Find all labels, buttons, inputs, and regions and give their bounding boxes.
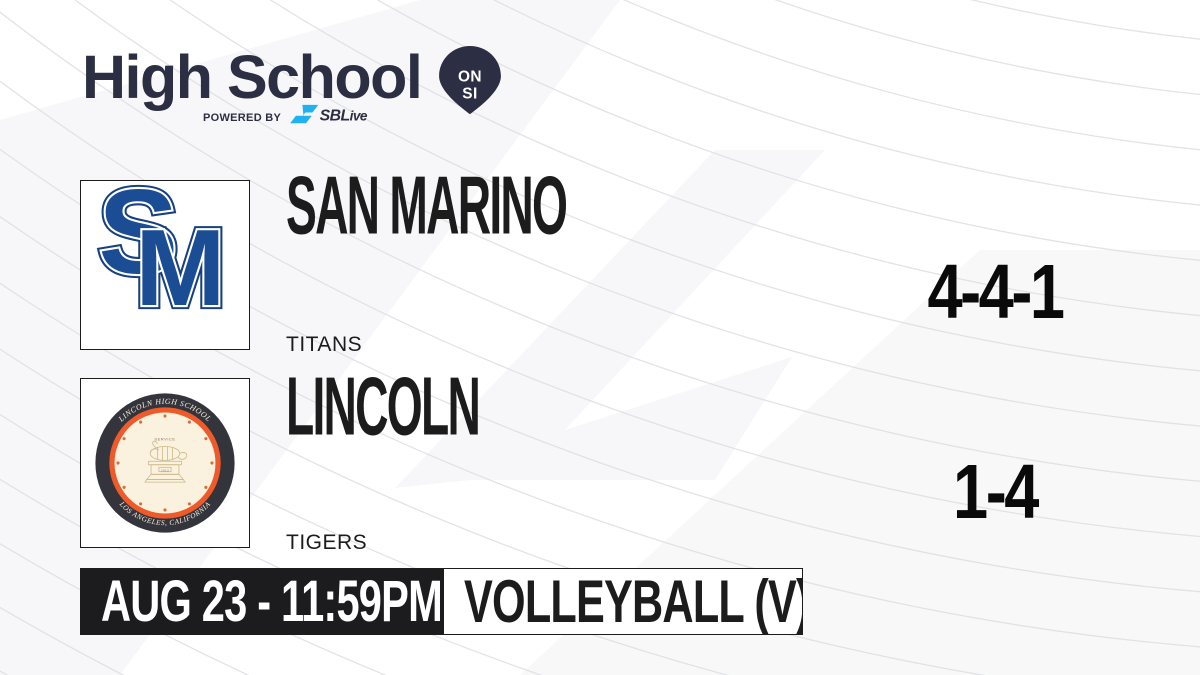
svg-text:SBLive: SBLive <box>320 108 368 125</box>
svg-text:ON: ON <box>458 68 482 85</box>
svg-text:SI: SI <box>462 86 478 103</box>
svg-text:1913: 1913 <box>161 469 169 473</box>
svg-text:SERVICE: SERVICE <box>154 436 175 441</box>
svg-text:M: M <box>135 208 225 329</box>
